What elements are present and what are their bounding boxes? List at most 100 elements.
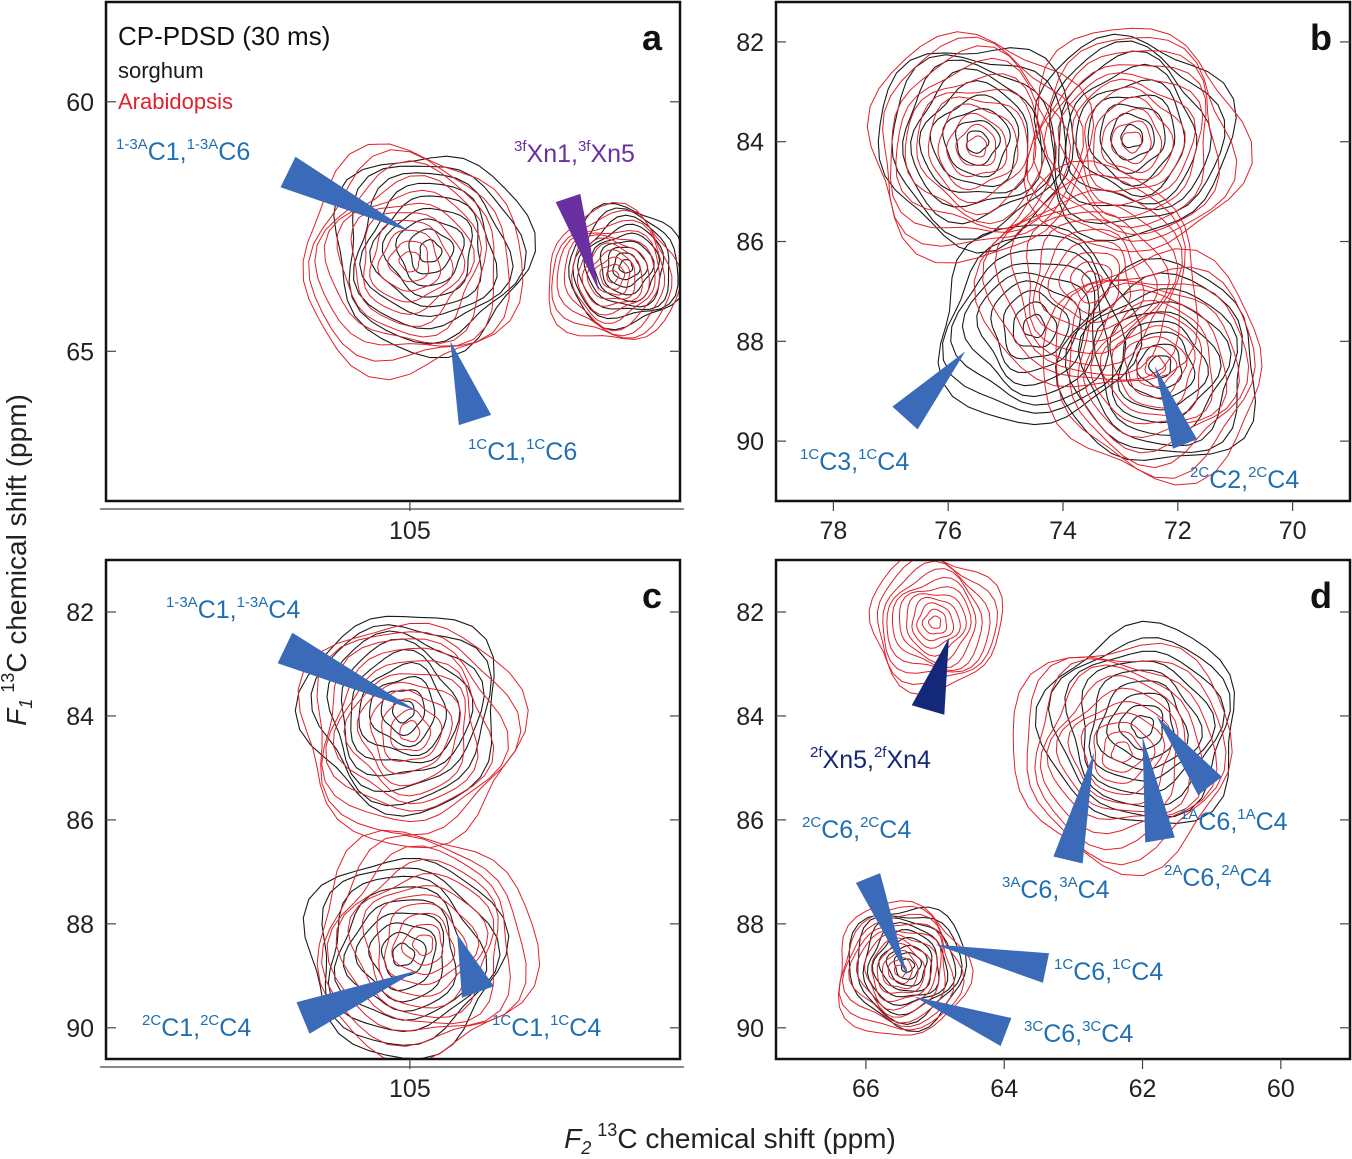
xtick-label-d: 66 (852, 1075, 880, 1103)
contour-arabidopsis-c (332, 660, 479, 805)
xtick-label-d: 62 (1129, 1075, 1157, 1103)
xtick-label-b: 70 (1279, 517, 1307, 545)
contour-sorghum-c (369, 676, 436, 748)
contour-arabidopsis-c (297, 622, 529, 849)
contour-sorghum-c (340, 638, 474, 777)
annotation-label-c: 2CC1,2CC4 (142, 1012, 251, 1042)
contour-arabidopsis-d (864, 932, 938, 1011)
annotation-arrow-b (1154, 366, 1198, 449)
contour-arabidopsis-d (881, 949, 919, 990)
contour-sorghum-c (392, 942, 416, 967)
panel-c: 82 84 86 88 90 105 c 1-3AC1,1-3AC4 2CC1,2CC4 1CC1… (66, 558, 684, 1103)
contour-sorghum-b (1055, 258, 1257, 461)
contour-arabidopsis-d (876, 942, 926, 994)
contour-arabidopsis-b (889, 45, 1072, 234)
ytick-label-c: 90 (66, 1015, 94, 1043)
contour-arabidopsis-a (377, 229, 442, 292)
contour-sorghum-b (1099, 103, 1166, 174)
ytick-label-b: 82 (736, 29, 764, 57)
annotation-arrow-a (450, 341, 492, 426)
contour-arabidopsis-c (335, 858, 499, 1025)
contour-sorghum-c (333, 886, 473, 1021)
contour-sorghum-b (1064, 272, 1243, 454)
annotation-arrow-b (892, 351, 966, 430)
contour-arabidopsis-b (946, 112, 1008, 178)
contour-sorghum-b (942, 107, 1011, 178)
contour-arabidopsis-b (937, 103, 1019, 191)
contour-arabidopsis-d (916, 602, 954, 642)
contour-arabidopsis-d (848, 922, 946, 1024)
ytick-label-d: 84 (736, 703, 764, 731)
contour-arabidopsis-c (361, 885, 489, 1009)
contour-sorghum-b (918, 80, 1029, 194)
contour-sorghum-b (1075, 79, 1186, 198)
ytick-label-b: 86 (736, 229, 764, 257)
contour-arabidopsis-b (1055, 266, 1256, 479)
annotation-label-d: 3CC6,3CC4 (1024, 1018, 1133, 1048)
contour-arabidopsis-b (1070, 261, 1113, 304)
contour-arabidopsis-a (308, 149, 510, 362)
contour-arabidopsis-b (1057, 72, 1204, 219)
contour-arabidopsis-a (576, 237, 650, 316)
contour-sorghum-b (1087, 94, 1176, 187)
contour-sorghum-d (1047, 637, 1231, 818)
contour-arabidopsis-d (927, 615, 942, 629)
contour-arabidopsis-a (571, 234, 656, 324)
contour-arabidopsis-d (855, 929, 942, 1018)
frame-c (104, 558, 682, 1061)
contour-arabidopsis-d (1093, 721, 1156, 784)
contour-arabidopsis-c (400, 923, 444, 966)
contour-sorghum-a (395, 218, 465, 287)
ytick-label-b: 88 (736, 328, 764, 356)
xtick-label-b: 76 (934, 517, 962, 545)
contour-arabidopsis-a (556, 219, 666, 337)
annotation-label-a: 3fXn1,3fXn5 (514, 138, 635, 168)
contour-sorghum-b (1110, 112, 1155, 161)
annotation-arrow-c (296, 970, 417, 1034)
contour-arabidopsis-b (973, 160, 1199, 388)
contour-arabidopsis-c (316, 631, 522, 836)
contour-sorghum-c (310, 624, 492, 807)
contour-arabidopsis-c (316, 829, 541, 1059)
contour-sorghum-a (599, 240, 655, 296)
contour-arabidopsis-b (1121, 131, 1143, 154)
contour-arabidopsis-a (599, 263, 626, 290)
annotation-label-d: 2CC6,2CC4 (802, 814, 911, 844)
contour-arabidopsis-a (302, 143, 524, 381)
contour-sorghum-c (354, 912, 445, 1003)
contour-sorghum-b (902, 59, 1056, 225)
contour-sorghum-d (878, 936, 933, 992)
contour-arabidopsis-d (887, 957, 913, 985)
contour-sorghum-a (408, 228, 455, 275)
contour-arabidopsis-d (1080, 712, 1166, 796)
panel-label-d: d (1310, 575, 1332, 616)
contour-arabidopsis-b (982, 173, 1186, 381)
contour-sorghum-b (1077, 288, 1238, 447)
contour-arabidopsis-c (343, 673, 466, 797)
contour-arabidopsis-a (606, 270, 620, 284)
legend-arabidopsis: Arabidopsis (118, 89, 233, 114)
contour-arabidopsis-a (369, 219, 454, 303)
contour-arabidopsis-b (1032, 50, 1220, 236)
contour-sorghum-b (1109, 311, 1222, 424)
contour-sorghum-b (877, 47, 1075, 254)
contour-arabidopsis-d (871, 937, 933, 1003)
panel-b: 82 84 86 88 90 78 76 74 72 70 b 1CC3,1CC4 2CC2,2CC4 (736, 0, 1352, 545)
contour-arabidopsis-b (1071, 78, 1197, 206)
contour-arabidopsis-d (892, 576, 977, 669)
legend-sorghum: sorghum (118, 58, 204, 83)
contours-b (866, 27, 1263, 486)
panel-label-a: a (642, 17, 663, 58)
contour-arabidopsis-b (1043, 64, 1207, 229)
contour-sorghum-b (929, 94, 1020, 188)
contour-arabidopsis-a (563, 229, 661, 332)
contours-c (294, 615, 541, 1059)
contour-sorghum-a (419, 239, 443, 263)
contour-sorghum-b (1012, 301, 1058, 348)
contour-sorghum-c (327, 875, 488, 1033)
contour-arabidopsis-c (391, 912, 456, 976)
contour-arabidopsis-c (347, 873, 495, 1019)
contour-sorghum-b (1117, 320, 1209, 411)
contour-sorghum-a (568, 203, 680, 331)
